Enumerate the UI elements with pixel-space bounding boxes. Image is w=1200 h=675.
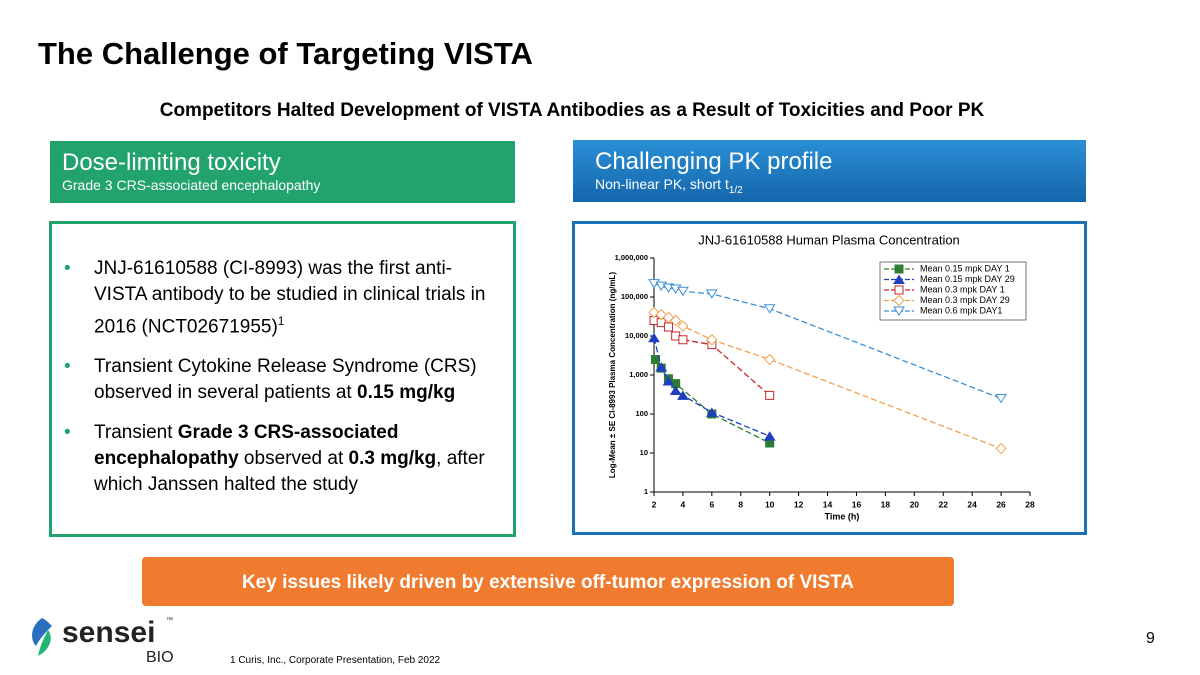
right-panel	[572, 221, 1087, 535]
x-axis-label: Time (h)	[825, 511, 860, 521]
series-line	[653, 311, 1002, 450]
y-tick-label: 10,000	[625, 331, 648, 340]
bullet-text: Transient	[94, 422, 178, 444]
bullet-text: , after which Janssen halted the study	[94, 448, 485, 496]
y-tick-label: 10	[640, 448, 648, 457]
series-line	[653, 283, 1002, 400]
logo-leaf	[38, 630, 51, 656]
data-point	[677, 320, 689, 332]
bullet-text: 0.15 mg/kg	[357, 382, 456, 404]
x-tick-label: 8	[738, 499, 743, 509]
bullet-text: 0.3 mg/kg	[348, 448, 437, 470]
logo-name: sensei	[62, 616, 155, 649]
data-point	[705, 407, 718, 417]
data-point	[663, 322, 673, 332]
legend-marker	[893, 306, 905, 316]
header-title: Challenging PK profile	[595, 148, 833, 175]
x-tick-label: 10	[765, 499, 775, 509]
series-line	[654, 359, 770, 444]
data-point	[677, 390, 689, 400]
data-point	[763, 431, 776, 441]
bullet-text: Transient Cytokine Release Syndrome (CRS…	[94, 356, 477, 404]
data-point	[677, 286, 689, 297]
legend-label: Mean 0.15 mpk DAY 1	[920, 263, 1010, 273]
logo: sensei ™ BIO	[32, 616, 174, 666]
x-tick-label: 20	[910, 499, 920, 509]
y-tick-label: 100,000	[621, 292, 648, 301]
data-point	[662, 376, 675, 386]
header-subtitle-text: Non-linear PK, short t	[595, 176, 729, 192]
left-header: Dose-limiting toxicity Grade 3 CRS-assoc…	[50, 141, 515, 203]
data-point	[669, 314, 682, 327]
x-tick-label: 6	[709, 499, 714, 509]
bullet-text: 1	[277, 314, 285, 328]
footnote: 1 Curis, Inc., Corporate Presentation, F…	[230, 655, 441, 666]
bullet-text: JNJ-61610588 (CI-8993) was the first ant…	[94, 258, 486, 338]
x-tick-label: 22	[938, 499, 948, 509]
y-tick-label: 1,000,000	[615, 253, 648, 262]
slide-subtitle: Competitors Halted Development of VISTA …	[159, 100, 985, 121]
x-tick-label: 2	[652, 499, 657, 509]
bullet-text: observed at	[238, 448, 349, 470]
header-title: Dose-limiting toxicity	[62, 149, 281, 176]
y-tick-label: 100	[635, 409, 648, 418]
data-point	[705, 289, 718, 299]
logo-tm: ™	[166, 617, 173, 624]
header-subtitle: Grade 3 CRS-associated encephalopathy	[62, 177, 321, 193]
page-number: 9	[1146, 630, 1155, 647]
data-point	[706, 334, 718, 346]
chart: JNJ-61610588 Human Plasma Concentration …	[608, 232, 1035, 521]
legend-label: Mean 0.3 mpk DAY 29	[920, 295, 1010, 305]
banner: Key issues likely driven by extensive of…	[142, 557, 954, 606]
data-point	[995, 442, 1007, 455]
data-point	[678, 335, 688, 345]
legend-box	[879, 261, 1027, 321]
header-subscript: 1/2	[728, 184, 743, 196]
slide-title: The Challenge of Targeting VISTA	[38, 36, 533, 71]
legend-marker	[894, 264, 904, 274]
header-subtitle: Non-linear PK, short t1/2	[595, 176, 1074, 196]
data-point	[669, 385, 682, 396]
data-point	[995, 393, 1007, 404]
x-tick-label: 18	[881, 499, 891, 509]
data-point	[650, 354, 660, 364]
data-point	[655, 362, 668, 372]
x-tick-label: 12	[794, 499, 804, 509]
left-panel	[49, 221, 516, 537]
x-tick-label: 26	[996, 499, 1006, 509]
legend-label: Mean 0.6 mpk DAY1	[920, 305, 1002, 315]
chart-title: JNJ-61610588 Human Plasma Concentration	[698, 232, 960, 247]
data-point	[765, 390, 775, 400]
y-tick-label: 1,000	[629, 370, 648, 379]
bullet-text: Grade 3 CRS-associated encephalopathy	[94, 422, 399, 470]
data-point	[763, 304, 776, 314]
legend-label: Mean 0.3 mpk DAY 1	[920, 284, 1005, 294]
bullet: JNJ-61610588 (CI-8993) was the first ant…	[62, 256, 492, 340]
x-tick-label: 4	[681, 499, 686, 509]
bullet-list: JNJ-61610588 (CI-8993) was the first ant…	[62, 256, 492, 512]
data-point	[648, 332, 660, 343]
legend-label: Mean 0.15 mpk DAY 29	[920, 274, 1015, 284]
right-header: Challenging PK profile Non-linear PK, sh…	[573, 140, 1086, 202]
x-tick-label: 28	[1025, 499, 1035, 509]
logo-sub: BIO	[146, 649, 174, 666]
y-tick-label: 1	[644, 487, 648, 496]
legend-marker	[893, 274, 905, 284]
bullet: Transient Grade 3 CRS-associated encepha…	[62, 420, 492, 498]
logo-leaf	[32, 618, 52, 646]
x-tick-label: 24	[967, 499, 977, 509]
x-tick-label: 14	[823, 499, 833, 509]
data-point	[648, 306, 660, 319]
bullet: Transient Cytokine Release Syndrome (CRS…	[62, 354, 492, 406]
y-axis-label: Log-Mean ± SE CI-8993 Plasma Concentrati…	[608, 272, 617, 479]
legend-marker	[894, 285, 904, 295]
x-tick-label: 16	[852, 499, 862, 509]
legend-marker	[893, 294, 905, 307]
data-point	[763, 353, 776, 366]
